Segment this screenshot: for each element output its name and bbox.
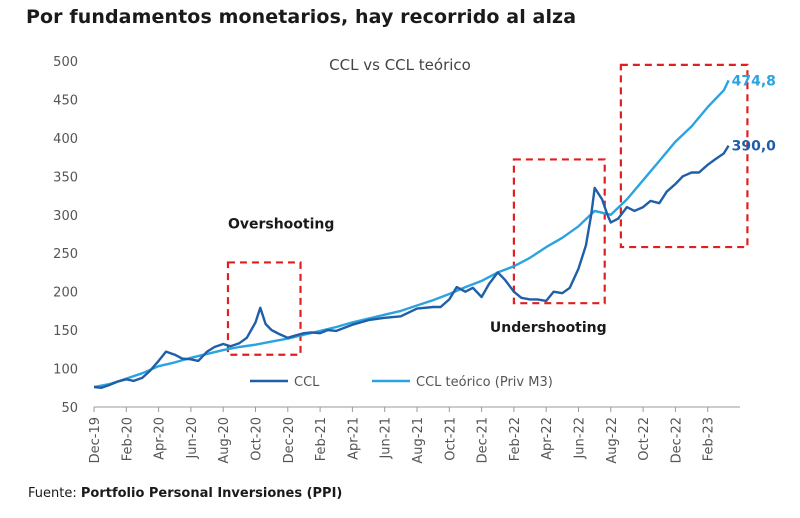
x-tick-label: Feb-20 xyxy=(120,417,135,461)
y-tick-label: 250 xyxy=(53,247,78,262)
chart: CCL vs CCL teórico 50 100 150 200 250 300 350 4… xyxy=(53,55,776,464)
highlight-box xyxy=(619,63,749,249)
y-tick-label: 500 xyxy=(53,55,78,70)
x-tick-label: Aug-21 xyxy=(411,417,426,464)
x-tick-label: Jun-22 xyxy=(573,417,588,460)
y-tick-label: 300 xyxy=(53,209,78,224)
x-tick-label: Oct-20 xyxy=(250,417,265,461)
highlight-box xyxy=(512,158,606,305)
x-tick-label: Oct-22 xyxy=(637,417,652,461)
y-tick-label: 150 xyxy=(53,324,78,339)
x-tick-label: Dec-19 xyxy=(88,417,103,463)
chart-title: CCL vs CCL teórico xyxy=(329,56,471,74)
annotations: Overshooting Undershooting 474,8 390,0 xyxy=(228,73,776,336)
end-value-label: 390,0 xyxy=(732,139,777,155)
series-lines xyxy=(93,79,730,389)
x-tick-label: Jun-20 xyxy=(185,417,200,460)
legend: CCL CCL teórico (Priv M3) xyxy=(250,375,553,390)
x-tick-label: Feb-22 xyxy=(508,417,523,461)
x-tick-label: Dec-20 xyxy=(282,417,297,463)
x-tick-label: Aug-22 xyxy=(605,417,620,464)
x-tick-label: Apr-22 xyxy=(540,417,555,460)
highlight-box xyxy=(226,261,302,356)
y-tick-label: 450 xyxy=(53,93,78,108)
legend-label: CCL teórico (Priv M3) xyxy=(416,375,553,390)
end-value-label: 474,8 xyxy=(732,73,776,89)
y-tick-label: 100 xyxy=(53,363,78,378)
series-line-ccl xyxy=(93,144,730,389)
highlight-boxes xyxy=(226,63,749,356)
x-tick-label: Aug-20 xyxy=(217,417,232,464)
x-tick-label: Apr-20 xyxy=(153,417,168,460)
y-tick-label: 350 xyxy=(53,170,78,185)
y-tick-label: 400 xyxy=(53,132,78,147)
x-tick-label: Feb-23 xyxy=(702,417,717,461)
legend-label: CCL xyxy=(294,375,320,390)
source-name: Portfolio Personal Inversiones (PPI) xyxy=(80,486,343,501)
x-axis: Dec-19 Feb-20 Apr-20 Jun-20 Aug-20 Oct-20 Dec-… xyxy=(88,406,740,464)
y-axis: 50 100 150 200 250 300 350 400 450 500 xyxy=(53,55,78,416)
annotation-label: Overshooting xyxy=(228,216,334,232)
x-tick-label: Feb-21 xyxy=(314,417,329,461)
x-tick-label: Oct-21 xyxy=(443,417,458,461)
headline: Por fundamentos monetarios, hay recorrid… xyxy=(26,6,577,28)
source-prefix: Fuente: xyxy=(28,486,77,501)
source-note: Fuente: Portfolio Personal Inversiones (… xyxy=(28,486,342,501)
y-tick-label: 50 xyxy=(61,401,78,416)
y-tick-label: 200 xyxy=(53,286,78,301)
x-tick-label: Dec-22 xyxy=(669,417,684,463)
series-line-ccl-teorico xyxy=(93,79,730,389)
annotation-label: Undershooting xyxy=(490,320,607,336)
x-tick-label: Jun-21 xyxy=(379,417,394,460)
x-tick-label: Apr-21 xyxy=(346,417,361,460)
x-tick-label: Dec-21 xyxy=(476,417,491,463)
